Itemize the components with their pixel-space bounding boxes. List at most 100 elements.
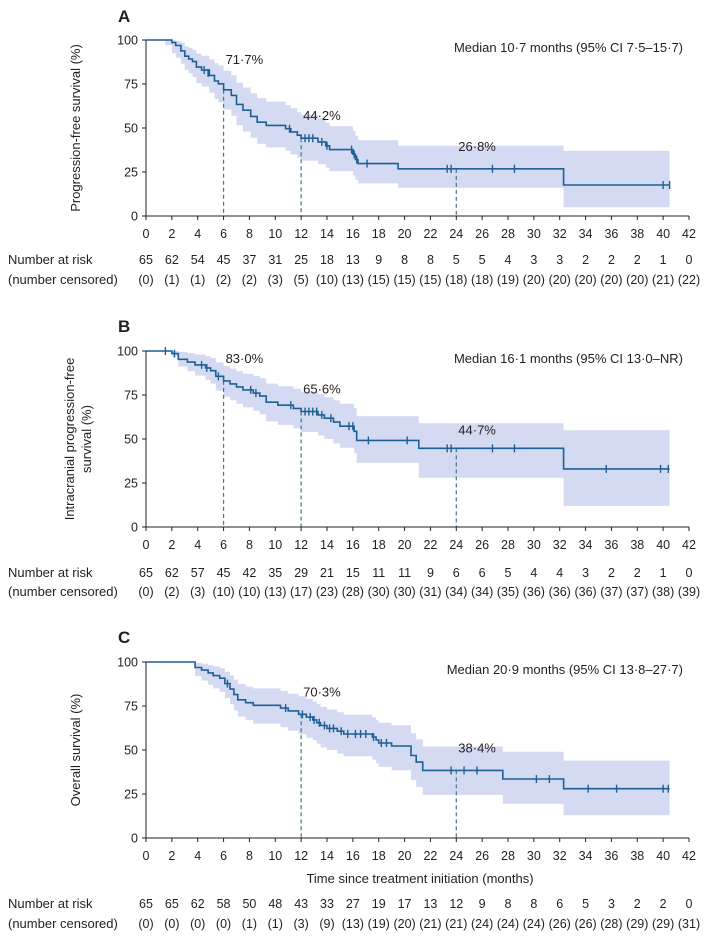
x-tick-label: 16: [346, 227, 360, 241]
censored-count: (26): [549, 917, 571, 931]
y-tick-label: 0: [131, 832, 138, 846]
risk-count: 1: [660, 253, 667, 267]
censored-count: (19): [497, 273, 519, 287]
censored-row-label: (number censored): [8, 916, 118, 931]
survival-curve: [146, 661, 670, 790]
censored-count: (18): [445, 273, 467, 287]
censored-count: (5): [294, 273, 309, 287]
censored-count: (20): [393, 917, 415, 931]
x-tick-label: 22: [423, 538, 437, 552]
risk-row-label: Number at risk: [8, 565, 93, 580]
x-tick-label: 10: [268, 538, 282, 552]
confidence-band: [146, 662, 670, 816]
censored-count: (35): [497, 585, 519, 599]
censored-count: (9): [319, 917, 334, 931]
x-tick-label: 38: [630, 849, 644, 863]
censored-count: (23): [316, 585, 338, 599]
landmark-rate-label: 38·4%: [458, 740, 496, 755]
risk-count: 8: [505, 897, 512, 911]
censored-count: (0): [138, 917, 153, 931]
censored-count: (34): [445, 585, 467, 599]
censored-count: (26): [574, 917, 596, 931]
x-tick-label: 24: [449, 227, 463, 241]
panel-letter: A: [118, 7, 130, 26]
y-tick-label: 50: [124, 122, 138, 136]
x-tick-label: 40: [656, 227, 670, 241]
x-tick-label: 14: [320, 227, 334, 241]
censored-count: (10): [212, 585, 234, 599]
risk-count: 6: [556, 897, 563, 911]
censored-count: (30): [368, 585, 390, 599]
risk-count: 13: [423, 897, 437, 911]
confidence-band: [146, 351, 670, 506]
y-tick-label: 0: [131, 521, 138, 535]
x-tick-label: 8: [246, 538, 253, 552]
censored-count: (1): [190, 273, 205, 287]
x-tick-label: 30: [527, 538, 541, 552]
landmark-rate-label: 70·3%: [303, 684, 341, 699]
censored-count: (10): [316, 273, 338, 287]
censored-count: (36): [574, 585, 596, 599]
risk-row-label: Number at risk: [8, 896, 93, 911]
censored-count: (2): [164, 585, 179, 599]
risk-count: 3: [530, 253, 537, 267]
censored-count: (2): [242, 273, 257, 287]
risk-count: 0: [686, 566, 693, 580]
y-tick-label: 75: [124, 700, 138, 714]
risk-count: 0: [686, 897, 693, 911]
censored-count: (39): [678, 585, 700, 599]
risk-count: 62: [165, 253, 179, 267]
risk-count: 1: [660, 566, 667, 580]
censored-count: (0): [138, 273, 153, 287]
censored-count: (38): [652, 585, 674, 599]
risk-count: 5: [582, 897, 589, 911]
censored-row-label: (number censored): [8, 584, 118, 599]
x-tick-label: 24: [449, 538, 463, 552]
survival-curve: [146, 39, 670, 186]
censored-count: (1): [164, 273, 179, 287]
x-tick-label: 32: [553, 538, 567, 552]
censored-count: (21): [445, 917, 467, 931]
risk-count: 21: [320, 566, 334, 580]
x-tick-label: 18: [372, 227, 386, 241]
risk-count: 5: [479, 253, 486, 267]
landmark-rate-label: 26·8%: [458, 139, 496, 154]
y-axis-title: Intracranial progression-free survival (%…: [62, 358, 94, 521]
censored-count: (19): [368, 917, 390, 931]
landmark-rate-label: 65·6%: [303, 382, 341, 397]
x-tick-label: 30: [527, 849, 541, 863]
censored-count: (3): [190, 585, 205, 599]
x-tick-label: 32: [553, 849, 567, 863]
censored-count: (15): [393, 273, 415, 287]
censored-count: (17): [290, 585, 312, 599]
censored-count: (15): [419, 273, 441, 287]
x-tick-label: 2: [168, 849, 175, 863]
x-tick-label: 0: [143, 538, 150, 552]
censored-count: (24): [471, 917, 493, 931]
risk-count: 3: [556, 253, 563, 267]
risk-count: 13: [346, 253, 360, 267]
censored-count: (29): [652, 917, 674, 931]
censored-count: (1): [242, 917, 257, 931]
x-tick-label: 36: [604, 227, 618, 241]
risk-count: 0: [686, 253, 693, 267]
x-tick-label: 22: [423, 227, 437, 241]
x-tick-label: 32: [553, 227, 567, 241]
censored-count: (20): [626, 273, 648, 287]
panel-letter: C: [118, 628, 130, 647]
censored-count: (29): [626, 917, 648, 931]
landmark-rate-label: 44·7%: [458, 422, 496, 437]
x-tick-label: 38: [630, 538, 644, 552]
censored-count: (13): [342, 273, 364, 287]
risk-count: 15: [346, 566, 360, 580]
x-tick-label: 12: [294, 538, 308, 552]
risk-count: 18: [320, 253, 334, 267]
x-tick-label: 40: [656, 849, 670, 863]
risk-count: 9: [375, 253, 382, 267]
x-tick-label: 4: [194, 227, 201, 241]
risk-count: 2: [634, 897, 641, 911]
x-tick-label: 24: [449, 849, 463, 863]
risk-count: 2: [660, 897, 667, 911]
risk-table: Number at risk(number censored)65 62 54 45 3…: [8, 252, 700, 287]
censored-count: (31): [678, 917, 700, 931]
